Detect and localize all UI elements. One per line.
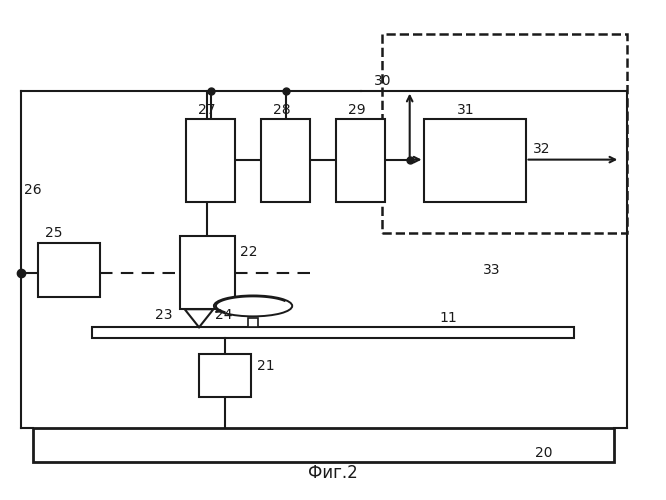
Bar	[38, 243, 100, 298]
Text: 20: 20	[535, 446, 553, 460]
Text: 32: 32	[533, 142, 551, 156]
Text: 24: 24	[214, 308, 232, 322]
Text: 30: 30	[374, 74, 392, 88]
Text: 25: 25	[45, 226, 62, 240]
Text: 26: 26	[24, 184, 42, 198]
Ellipse shape	[214, 296, 292, 316]
Text: Фиг.2: Фиг.2	[308, 464, 358, 482]
Bar	[180, 236, 235, 309]
Bar	[199, 354, 252, 397]
Text: 29: 29	[348, 103, 366, 117]
Bar	[336, 119, 385, 202]
Text: 21: 21	[256, 360, 274, 374]
Text: 28: 28	[273, 103, 290, 117]
Bar	[33, 428, 613, 462]
Bar	[248, 318, 258, 328]
Bar	[382, 34, 627, 233]
Text: 23: 23	[155, 308, 172, 322]
Bar	[91, 328, 575, 338]
Bar	[186, 119, 235, 202]
Polygon shape	[184, 309, 213, 328]
Text: 11: 11	[440, 311, 457, 325]
Bar	[261, 119, 310, 202]
Text: 33: 33	[484, 262, 501, 276]
Text: 31: 31	[457, 103, 475, 117]
Text: 27: 27	[198, 103, 215, 117]
Bar	[424, 119, 525, 202]
Text: 22: 22	[240, 246, 258, 260]
